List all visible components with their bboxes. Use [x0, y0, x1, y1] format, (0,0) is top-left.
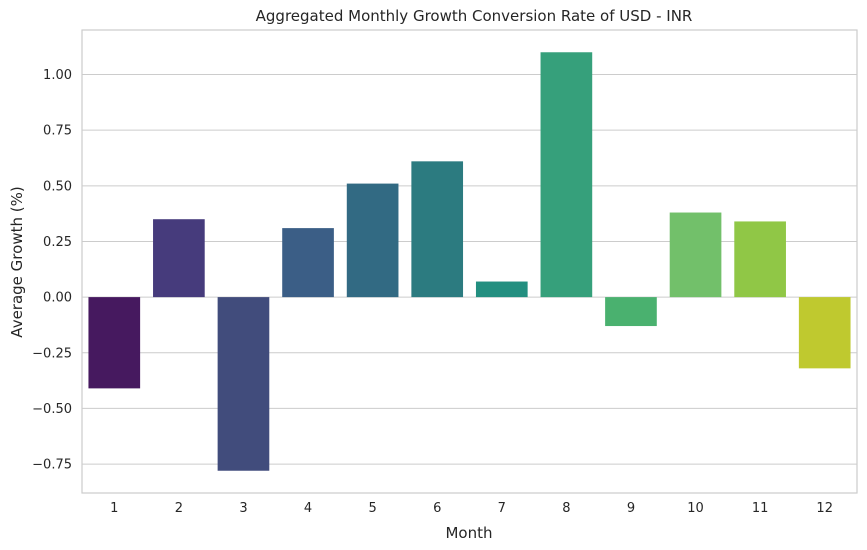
x-tick-label: 3 — [239, 501, 247, 516]
x-tick-label: 11 — [752, 501, 769, 516]
x-tick-label: 5 — [368, 501, 376, 516]
y-tick-label: 1.00 — [43, 68, 72, 83]
bars — [88, 52, 851, 471]
plot-frame — [81, 29, 858, 494]
y-tick-label: −0.75 — [32, 458, 72, 473]
bar-month-7 — [475, 281, 528, 298]
grid — [82, 74, 857, 465]
y-tick-label: −0.25 — [32, 346, 72, 361]
bar-month-10 — [669, 212, 722, 298]
bar-month-12 — [798, 297, 851, 369]
bar-month-1 — [88, 297, 141, 389]
bar-month-11 — [734, 221, 786, 298]
y-tick-label: −0.50 — [32, 402, 72, 417]
y-axis-label: Average Growth (%) — [8, 186, 26, 337]
chart-title: Aggregated Monthly Growth Conversion Rat… — [256, 7, 693, 25]
bar-month-2 — [153, 219, 205, 298]
bar-month-8 — [540, 52, 593, 298]
bar-month-3 — [217, 297, 270, 471]
y-tick-label: 0.75 — [43, 124, 72, 139]
y-tick-label: 0.50 — [43, 179, 72, 194]
x-tick-label: 1 — [110, 501, 118, 516]
bar-month-9 — [605, 297, 657, 327]
x-tick-label: 6 — [433, 501, 441, 516]
x-tick-label: 4 — [304, 501, 312, 516]
x-axis-ticks: 1 2 3 4 5 6 7 8 9 10 11 12 — [110, 501, 833, 516]
bar-month-6 — [411, 161, 464, 298]
x-tick-label: 10 — [687, 501, 704, 516]
x-tick-label: 9 — [627, 501, 635, 516]
x-axis-label: Month — [445, 524, 492, 542]
x-tick-label: 7 — [498, 501, 506, 516]
y-axis-ticks: −0.75 −0.50 −0.25 0.00 0.25 0.50 0.75 1.00 — [32, 68, 72, 473]
y-tick-label: 0.00 — [43, 291, 72, 306]
bar-month-4 — [282, 228, 334, 298]
bar-month-5 — [346, 183, 399, 298]
x-tick-label: 12 — [816, 501, 833, 516]
x-tick-label: 2 — [175, 501, 183, 516]
x-tick-label: 8 — [562, 501, 570, 516]
y-tick-label: 0.25 — [43, 235, 72, 250]
